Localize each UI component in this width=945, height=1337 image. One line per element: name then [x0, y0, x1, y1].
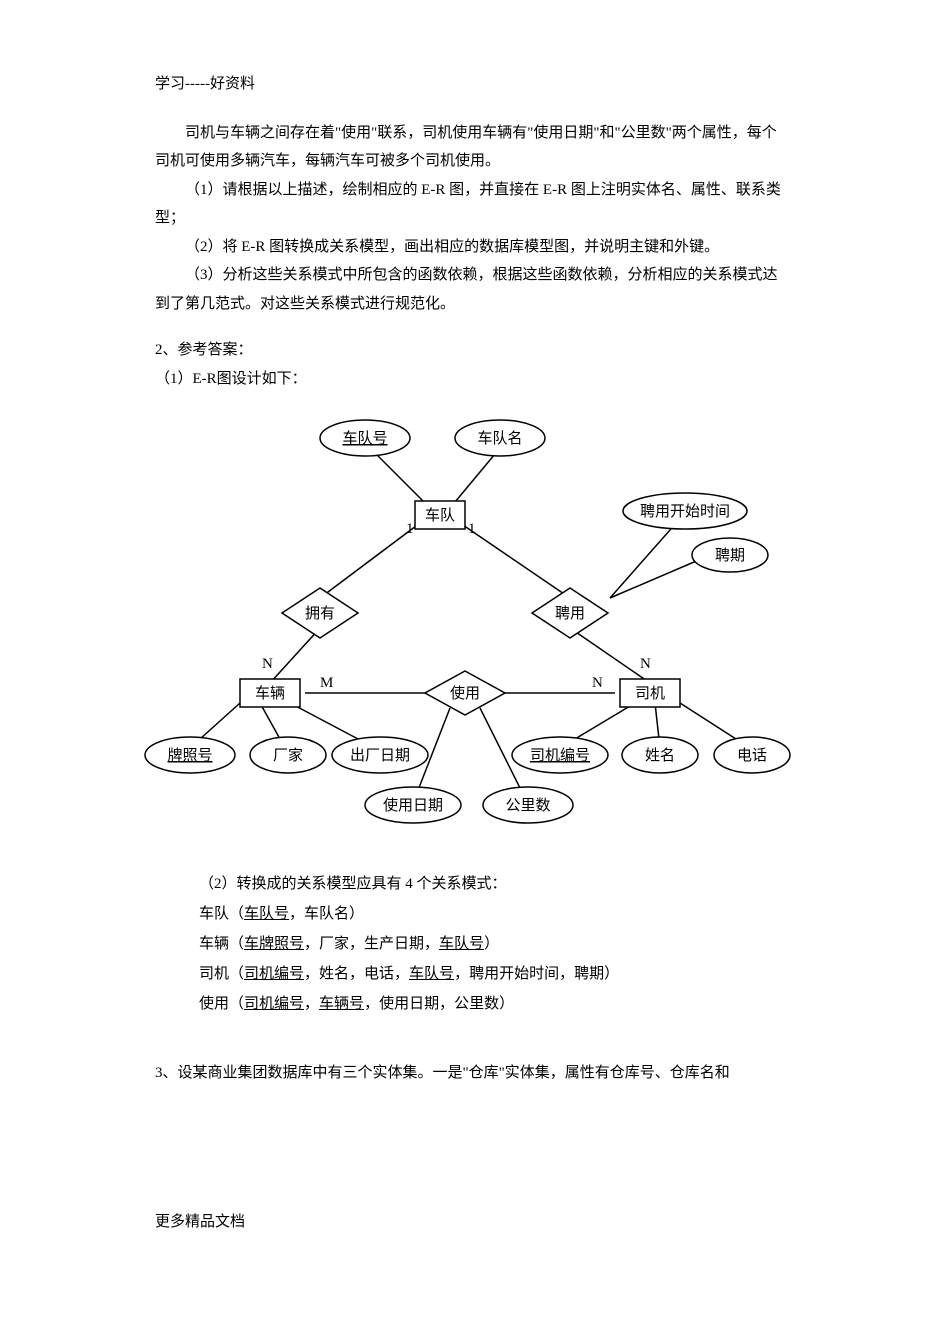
- svg-text:出厂日期: 出厂日期: [350, 747, 410, 764]
- er-svg: 1 1 N N M N 车队号 车队名 车队 聘用开始时间 聘期 拥有: [140, 403, 820, 843]
- svg-text:姓名: 姓名: [645, 747, 675, 764]
- svg-text:N: N: [640, 656, 651, 672]
- document-page: 学习-----好资料 司机与车辆之间存在着"使用"联系，司机使用车辆有"使用日期…: [0, 0, 945, 1276]
- question-1: （1）请根据以上描述，绘制相应的 E-R 图，并直接在 E-R 图上注明实体名、…: [155, 176, 790, 233]
- svg-text:电话: 电话: [737, 747, 767, 764]
- schema-use: 使用（司机编号，车辆号，使用日期，公里数）: [199, 989, 790, 1019]
- question-3-next: 3、设某商业集团数据库中有三个实体集。一是"仓库"实体集，属性有仓库号、仓库名和: [155, 1059, 790, 1088]
- er-diagram: 1 1 N N M N 车队号 车队名 车队 聘用开始时间 聘期 拥有: [140, 403, 820, 843]
- svg-text:聘期: 聘期: [715, 547, 745, 564]
- svg-text:聘用: 聘用: [555, 605, 585, 622]
- answer-2-title: （2）转换成的关系模型应具有 4 个关系模式：: [199, 869, 790, 899]
- svg-text:公里数: 公里数: [505, 797, 550, 814]
- schema-vehicle: 车辆（车牌照号，厂家，生产日期，车队号）: [199, 929, 790, 959]
- svg-text:车队号: 车队号: [342, 430, 387, 447]
- answer-header: 2、参考答案：: [155, 336, 790, 365]
- svg-text:车队: 车队: [425, 507, 455, 524]
- svg-text:拥有: 拥有: [305, 605, 335, 622]
- svg-text:牌照号: 牌照号: [167, 747, 212, 764]
- svg-text:司机编号: 司机编号: [530, 747, 590, 764]
- svg-text:1: 1: [468, 521, 476, 537]
- page-footer: 更多精品文档: [155, 1208, 790, 1237]
- question-2: （2）将 E-R 图转换成关系模型，画出相应的数据库模型图，并说明主键和外键。: [155, 233, 790, 262]
- schema-fleet: 车队（车队号，车队名）: [199, 899, 790, 929]
- svg-text:N: N: [592, 675, 603, 691]
- svg-text:N: N: [262, 656, 273, 672]
- svg-text:厂家: 厂家: [273, 747, 303, 764]
- svg-text:车队名: 车队名: [477, 430, 522, 447]
- svg-text:司机: 司机: [635, 685, 665, 702]
- svg-text:车辆: 车辆: [255, 685, 285, 702]
- svg-text:使用: 使用: [450, 685, 480, 702]
- svg-text:聘用开始时间: 聘用开始时间: [640, 503, 730, 520]
- svg-text:1: 1: [406, 521, 414, 537]
- question-3: （3）分析这些关系模式中所包含的函数依赖，根据这些函数依赖，分析相应的关系模式达…: [155, 261, 790, 318]
- answer-1-label: （1）E-R图设计如下：: [155, 365, 790, 394]
- svg-text:M: M: [320, 675, 333, 691]
- page-header: 学习-----好资料: [155, 70, 790, 99]
- schema-driver: 司机（司机编号，姓名，电话，车队号，聘用开始时间，聘期）: [199, 959, 790, 989]
- svg-text:使用日期: 使用日期: [383, 797, 443, 814]
- answer-2-block: （2）转换成的关系模型应具有 4 个关系模式： 车队（车队号，车队名） 车辆（车…: [199, 869, 790, 1019]
- intro-paragraph: 司机与车辆之间存在着"使用"联系，司机使用车辆有"使用日期"和"公里数"两个属性…: [155, 119, 790, 176]
